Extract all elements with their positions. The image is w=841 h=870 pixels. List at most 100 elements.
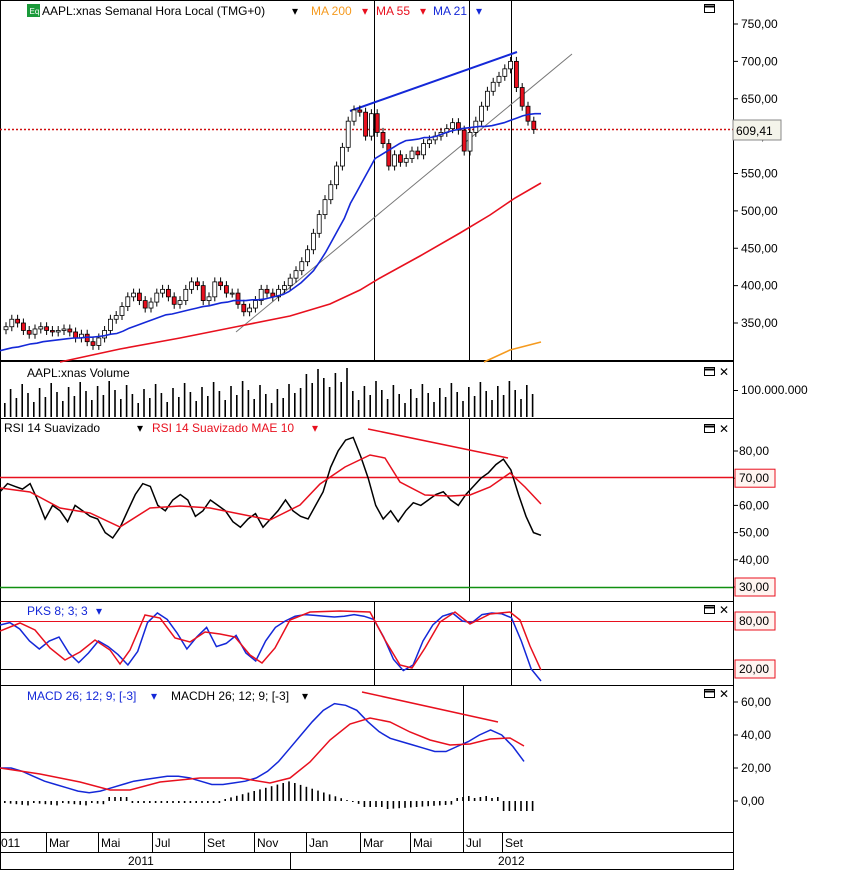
rsi-tick-label: 30,00 — [739, 580, 769, 594]
macd-hist-bar — [369, 801, 371, 807]
volume-maximize-icon[interactable] — [704, 367, 715, 376]
ma21-dropdown-icon[interactable]: ▾ — [476, 4, 482, 18]
candle — [50, 330, 55, 333]
macd-maximize-icon[interactable] — [704, 689, 715, 698]
stoch-maximize-icon[interactable] — [704, 605, 715, 614]
candle — [496, 75, 502, 83]
rsi-maximize-icon[interactable] — [704, 424, 715, 433]
candle — [218, 281, 224, 287]
ma200-legend[interactable]: MA 200 — [311, 4, 352, 18]
rsi-ma-dropdown-icon[interactable]: ▾ — [312, 421, 318, 435]
macd-hist-bar — [247, 792, 250, 801]
price-title-dropdown-icon[interactable]: ▾ — [292, 4, 298, 18]
rsi-dropdown-icon[interactable]: ▾ — [137, 421, 143, 435]
macdh-dropdown-icon[interactable]: ▾ — [302, 689, 308, 703]
volume-bar — [131, 394, 134, 417]
ma21-legend[interactable]: MA 21 — [433, 4, 467, 18]
macd-label[interactable]: MACD 26; 12; 9; [-3] — [27, 689, 136, 703]
candle — [351, 109, 357, 122]
volume-bar — [421, 384, 424, 417]
last-price-box — [732, 119, 782, 141]
rsi-label[interactable]: RSI 14 Suavizado — [4, 421, 100, 435]
candle — [368, 113, 374, 137]
month-label: Nov — [257, 836, 278, 850]
volume-bar — [79, 382, 81, 417]
volume-bar — [67, 387, 70, 417]
volume-bar — [183, 383, 186, 417]
stoch-dropdown-icon[interactable]: ▾ — [96, 604, 102, 618]
rsi-ma-label[interactable]: RSI 14 Suavizado MAE 10 — [152, 421, 294, 435]
price-panel: Eq AAPL:xnas Semanal Hora Local (TMG+0) … — [0, 4, 733, 363]
candle — [108, 318, 113, 331]
eq-badge-label: Eq — [30, 7, 40, 16]
rsi-tick-label: 80,00 — [739, 444, 769, 458]
candle — [44, 326, 49, 331]
candle — [20, 322, 26, 331]
candle — [212, 281, 218, 298]
macdh-label[interactable]: MACDH 26; 12; 9; [-3] — [171, 689, 289, 703]
macd-hist-bar — [497, 797, 499, 801]
volume-bar — [369, 395, 371, 417]
macd-hist-bar — [526, 801, 528, 811]
macd-hist-bar — [131, 801, 134, 803]
rsi-close-icon[interactable]: ✕ — [719, 422, 729, 436]
volume-bar — [520, 399, 522, 417]
candle — [426, 139, 432, 145]
macd-hist-bar — [491, 798, 493, 801]
volume-bar — [491, 400, 493, 417]
volume-close-icon[interactable]: ✕ — [719, 365, 729, 379]
price-tick-label: 350,00 — [741, 316, 778, 330]
ma21-line — [0, 112, 541, 352]
macd-hist-bar — [270, 786, 273, 801]
macd-hist-bar — [91, 801, 93, 803]
candle — [264, 288, 270, 294]
volume-bar — [340, 382, 342, 417]
macd-hist-bar — [508, 801, 511, 811]
month-label: Mai — [413, 836, 432, 850]
rsi-ma-line — [0, 454, 542, 528]
macd-hist-bar — [479, 797, 482, 801]
macd-hist-bar — [137, 801, 139, 803]
macd-hist-bar — [276, 784, 279, 801]
volume-bar — [137, 403, 139, 417]
volume-bar — [9, 389, 12, 417]
candle — [26, 330, 32, 335]
stoch-close-icon[interactable]: ✕ — [719, 603, 729, 617]
stoch-k-line — [0, 612, 542, 682]
volume-bar — [154, 384, 157, 417]
macd-hist-bar — [346, 800, 348, 801]
stoch-label[interactable]: PKS 8; 3; 3 — [27, 604, 88, 618]
volume-bar — [502, 395, 505, 417]
volume-bar — [270, 403, 273, 417]
volume-bar — [514, 390, 516, 417]
maximize-icon[interactable] — [704, 4, 715, 13]
volume-bar — [346, 368, 348, 417]
ma55-dropdown-icon[interactable]: ▾ — [420, 4, 426, 18]
macd-close-icon[interactable]: ✕ — [719, 687, 729, 701]
month-label: Set — [207, 836, 226, 850]
macd-dropdown-icon[interactable]: ▾ — [151, 689, 157, 703]
macd-hist-bar — [172, 801, 174, 803]
candle — [276, 288, 282, 298]
volume-bar — [410, 389, 412, 417]
volume-bar — [450, 383, 453, 417]
volume-bar — [62, 401, 64, 417]
macd-hist-bar — [218, 801, 221, 803]
price-tick-label: 750,00 — [741, 17, 778, 31]
macd-hist-bar — [33, 801, 35, 803]
volume-bar — [294, 393, 296, 417]
ma55-legend[interactable]: MA 55 — [376, 4, 410, 18]
candle — [380, 131, 386, 144]
volume-bar — [178, 397, 180, 417]
volume-bar — [33, 402, 35, 417]
rsi-tick-label: 70,00 — [739, 471, 769, 485]
ma200-dropdown-icon[interactable]: ▾ — [362, 4, 368, 18]
volume-bar — [236, 395, 238, 417]
macd-hist-bar — [468, 796, 470, 801]
macd-hist-bar — [328, 794, 331, 801]
macd-hist-bar — [340, 798, 342, 801]
candle — [357, 109, 363, 113]
candle — [252, 300, 258, 309]
price-tick-label: 550,00 — [741, 167, 778, 181]
macd-hist-bar — [56, 801, 58, 806]
